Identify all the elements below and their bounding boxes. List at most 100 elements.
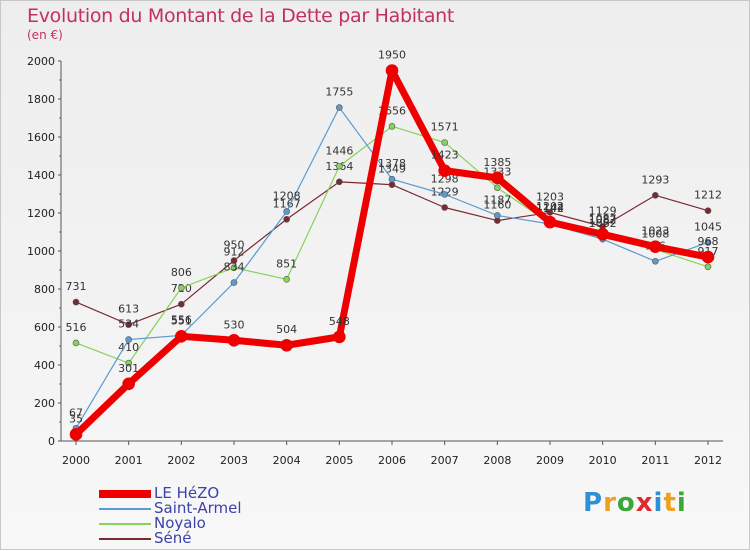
data-label-noyalo: 516 xyxy=(66,321,87,334)
x-tick-label: 2011 xyxy=(641,454,669,467)
data-label-saint-armel: 1187 xyxy=(483,193,511,206)
data-point-noyalo xyxy=(494,184,501,192)
data-label-s-n-: 1129 xyxy=(589,204,617,217)
data-label-s-n-: 1349 xyxy=(378,163,406,176)
data-label-saint-armel: 67 xyxy=(69,406,83,419)
data-label-noyalo: 1008 xyxy=(641,227,669,240)
data-label-le-h-zo: 548 xyxy=(329,315,350,328)
data-label-noyalo: 1144 xyxy=(536,202,564,215)
data-label-le-h-zo: 301 xyxy=(118,362,139,375)
data-point-s-n- xyxy=(546,209,554,216)
legend-swatch-saint-armel xyxy=(99,507,151,510)
x-tick-label: 2002 xyxy=(167,454,195,467)
data-point-saint-armel xyxy=(336,104,343,111)
legend-swatch-noyalo xyxy=(99,522,151,525)
data-label-s-n-: 1167 xyxy=(273,197,301,210)
data-point-noyalo xyxy=(441,139,448,146)
x-tick-label: 2008 xyxy=(483,454,511,467)
data-label-le-h-zo: 1423 xyxy=(431,149,459,162)
data-label-saint-armel: 834 xyxy=(224,261,245,274)
y-tick-label: 800 xyxy=(34,283,55,296)
legend-label-noyalo: Noyalo xyxy=(154,514,206,532)
x-tick-label: 2006 xyxy=(378,454,406,467)
data-label-saint-armel: 1755 xyxy=(325,86,353,99)
data-label-s-n-: 731 xyxy=(66,280,87,293)
data-label-noyalo: 410 xyxy=(118,341,139,354)
data-point-le-h-zo xyxy=(227,333,241,347)
data-point-noyalo xyxy=(178,284,185,292)
y-tick-label: 200 xyxy=(34,397,55,410)
data-point-s-n- xyxy=(125,321,132,328)
data-label-s-n-: 613 xyxy=(118,303,139,316)
data-label-le-h-zo: 530 xyxy=(224,318,245,331)
data-point-le-h-zo xyxy=(491,171,504,185)
data-point-saint-armel xyxy=(230,279,238,286)
data-label-saint-armel: 534 xyxy=(118,318,139,331)
legend-item-noyalo[interactable]: Noyalo xyxy=(99,516,242,531)
data-point-le-h-zo xyxy=(649,240,662,253)
data-label-noyalo: 1446 xyxy=(325,144,353,157)
data-point-s-n- xyxy=(283,215,290,223)
data-point-le-h-zo xyxy=(333,330,346,344)
data-label-le-h-zo: 1950 xyxy=(378,49,406,62)
y-tick-label: 2000 xyxy=(27,55,55,68)
data-label-noyalo: 912 xyxy=(224,246,245,259)
data-point-noyalo xyxy=(704,263,712,271)
legend-item-sene[interactable]: Séné xyxy=(99,531,242,546)
data-label-noyalo: 1082 xyxy=(589,213,617,226)
data-label-le-h-zo: 1023 xyxy=(641,225,669,238)
data-point-noyalo xyxy=(72,339,80,347)
x-tick-label: 2010 xyxy=(589,454,617,467)
data-label-noyalo: 1571 xyxy=(431,121,459,134)
y-tick-label: 400 xyxy=(34,359,55,372)
data-point-saint-armel xyxy=(704,239,712,246)
x-tick-label: 2003 xyxy=(220,454,248,467)
logo-letter: r xyxy=(603,488,617,518)
data-label-s-n-: 950 xyxy=(224,239,245,252)
legend-item-saint-armel[interactable]: Saint-Armel xyxy=(99,501,242,516)
data-point-le-h-zo xyxy=(385,64,399,77)
data-point-s-n- xyxy=(72,298,80,306)
data-point-saint-armel xyxy=(441,191,448,198)
logo-letter: P xyxy=(583,488,604,518)
data-label-s-n-: 1293 xyxy=(641,173,669,186)
data-label-le-h-zo: 1087 xyxy=(589,212,617,225)
data-label-saint-armel: 1378 xyxy=(378,157,406,170)
data-label-saint-armel: 556 xyxy=(171,313,192,326)
data-point-s-n- xyxy=(388,181,396,188)
data-label-saint-armel: 1298 xyxy=(431,172,459,185)
chart-subtitle: (en €) xyxy=(27,28,63,42)
data-point-le-h-zo xyxy=(543,215,557,229)
data-point-le-h-zo xyxy=(280,338,293,352)
x-tick-label: 2005 xyxy=(325,454,353,467)
data-label-le-h-zo: 1202 xyxy=(536,200,564,213)
data-label-s-n-: 1160 xyxy=(483,199,511,212)
data-label-le-h-zo: 504 xyxy=(276,323,297,336)
data-point-le-h-zo xyxy=(596,227,609,241)
data-label-noyalo: 806 xyxy=(171,266,192,279)
data-point-saint-armel xyxy=(125,336,132,343)
data-point-s-n- xyxy=(441,204,448,211)
data-label-s-n-: 1212 xyxy=(694,189,722,202)
data-label-le-h-zo: 35 xyxy=(69,412,83,425)
data-point-noyalo xyxy=(125,359,132,367)
proxiti-logo[interactable]: Proxiti xyxy=(583,488,687,518)
data-point-noyalo xyxy=(388,123,396,130)
data-point-noyalo xyxy=(230,264,238,272)
legend-swatch-lehezo xyxy=(99,489,151,498)
x-tick-label: 2001 xyxy=(115,454,143,467)
legend-item-lehezo[interactable]: LE HéZO xyxy=(99,486,242,501)
data-label-saint-armel: 1208 xyxy=(273,189,301,202)
data-point-saint-armel xyxy=(283,208,290,215)
data-point-le-h-zo xyxy=(438,164,451,177)
logo-letter: i xyxy=(676,488,687,518)
data-point-le-h-zo xyxy=(175,330,188,343)
data-point-s-n- xyxy=(230,257,238,264)
data-point-noyalo xyxy=(336,162,343,170)
y-tick-label: 1600 xyxy=(27,131,55,144)
y-tick-label: 1800 xyxy=(27,93,55,106)
x-tick-label: 2009 xyxy=(536,454,564,467)
data-point-saint-armel xyxy=(494,212,501,219)
logo-letter: o xyxy=(616,488,636,518)
